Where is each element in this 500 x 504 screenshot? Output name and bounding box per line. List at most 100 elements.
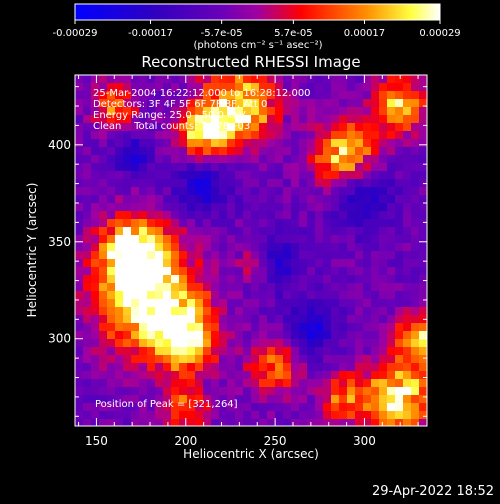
heatmap-cell: [323, 291, 332, 300]
heatmap-cell: [163, 315, 172, 324]
heatmap-cell: [227, 371, 236, 380]
heatmap-cell: [339, 259, 348, 268]
heatmap-cell: [131, 139, 140, 148]
heatmap-cell: [275, 211, 284, 220]
heatmap-cell: [83, 211, 92, 220]
heatmap-cell: [75, 211, 84, 220]
heatmap-cell: [147, 307, 156, 316]
heatmap-cell: [75, 163, 84, 172]
heatmap-cell: [387, 307, 396, 316]
heatmap-cell: [291, 203, 300, 212]
heatmap-cell: [179, 219, 188, 228]
heatmap-cell: [355, 91, 364, 100]
heatmap-cell: [411, 139, 420, 148]
x-tick-label: 150: [85, 434, 108, 448]
heatmap-cell: [315, 259, 324, 268]
heatmap-cell: [203, 283, 212, 292]
heatmap-cell: [163, 251, 172, 260]
heatmap-cell: [307, 291, 316, 300]
heatmap-cell: [123, 315, 132, 324]
heatmap-cell: [387, 339, 396, 348]
heatmap-cell: [91, 267, 100, 276]
heatmap-cell: [99, 187, 108, 196]
heatmap-cell: [395, 331, 404, 340]
heatmap-cell: [371, 371, 380, 380]
heatmap-cell: [75, 331, 84, 340]
heatmap-cell: [347, 99, 356, 108]
heatmap-cell: [235, 115, 244, 124]
heatmap-cell: [363, 171, 372, 180]
heatmap-cell: [139, 243, 148, 252]
heatmap-cell: [195, 131, 204, 140]
heatmap-cell: [363, 147, 372, 156]
heatmap-cell: [227, 243, 236, 252]
heatmap-cell: [203, 83, 212, 92]
heatmap-cell: [419, 307, 427, 316]
heatmap-cell: [395, 379, 404, 388]
heatmap-cell: [235, 323, 244, 332]
heatmap-cell: [139, 155, 148, 164]
heatmap-cell: [339, 339, 348, 348]
heatmap-cell: [347, 203, 356, 212]
heatmap-cell: [387, 131, 396, 140]
heatmap-cell: [171, 259, 180, 268]
heatmap-cell: [155, 371, 164, 380]
heatmap-cell: [235, 251, 244, 260]
heatmap-cell: [83, 203, 92, 212]
heatmap-cell: [291, 147, 300, 156]
heatmap-cell: [387, 267, 396, 276]
heatmap-cell: [323, 123, 332, 132]
heatmap-cell: [195, 331, 204, 340]
heatmap-cell: [235, 331, 244, 340]
heatmap-cell: [83, 139, 92, 148]
heatmap-cell: [91, 235, 100, 244]
heatmap-cell: [211, 115, 220, 124]
heatmap-cell: [251, 243, 260, 252]
heatmap-cell: [275, 363, 284, 372]
heatmap-cell: [219, 379, 228, 388]
heatmap-cell: [219, 251, 228, 260]
heatmap-cell: [275, 155, 284, 164]
heatmap-cell: [115, 411, 124, 420]
heatmap-cell: [203, 139, 212, 148]
heatmap-cell: [211, 187, 220, 196]
heatmap-cell: [171, 203, 180, 212]
heatmap-cell: [347, 259, 356, 268]
heatmap-cell: [99, 91, 108, 100]
heatmap-cell: [307, 275, 316, 284]
heatmap-cell: [99, 419, 108, 426]
heatmap-cell: [371, 323, 380, 332]
heatmap-cell: [203, 403, 212, 412]
heatmap-cell: [211, 75, 220, 84]
heatmap-cell: [251, 283, 260, 292]
heatmap-cell: [75, 259, 84, 268]
heatmap-cell: [75, 307, 84, 316]
heatmap-cell: [203, 99, 212, 108]
heatmap-cell: [243, 195, 252, 204]
heatmap-cell: [403, 347, 412, 356]
heatmap-cell: [155, 179, 164, 188]
heatmap-cell: [115, 83, 124, 92]
heatmap-cell: [99, 147, 108, 156]
heatmap-cell: [147, 243, 156, 252]
heatmap-cell: [211, 243, 220, 252]
heatmap-cell: [395, 355, 404, 364]
heatmap-cell: [91, 403, 100, 412]
heatmap-cell: [91, 419, 100, 426]
heatmap-cell: [323, 267, 332, 276]
heatmap-cell: [187, 235, 196, 244]
heatmap-cell: [323, 147, 332, 156]
heatmap-cell: [251, 251, 260, 260]
heatmap-cell: [371, 243, 380, 252]
heatmap-cell: [355, 171, 364, 180]
heatmap-cell: [395, 291, 404, 300]
heatmap-cell: [187, 331, 196, 340]
heatmap-cell: [315, 203, 324, 212]
heatmap-cell: [379, 355, 388, 364]
heatmap-cell: [123, 259, 132, 268]
heatmap-cell: [339, 275, 348, 284]
heatmap-cell: [83, 179, 92, 188]
heatmap-cell: [107, 219, 116, 228]
heatmap-cell: [371, 123, 380, 132]
heatmap-cell: [123, 107, 132, 116]
